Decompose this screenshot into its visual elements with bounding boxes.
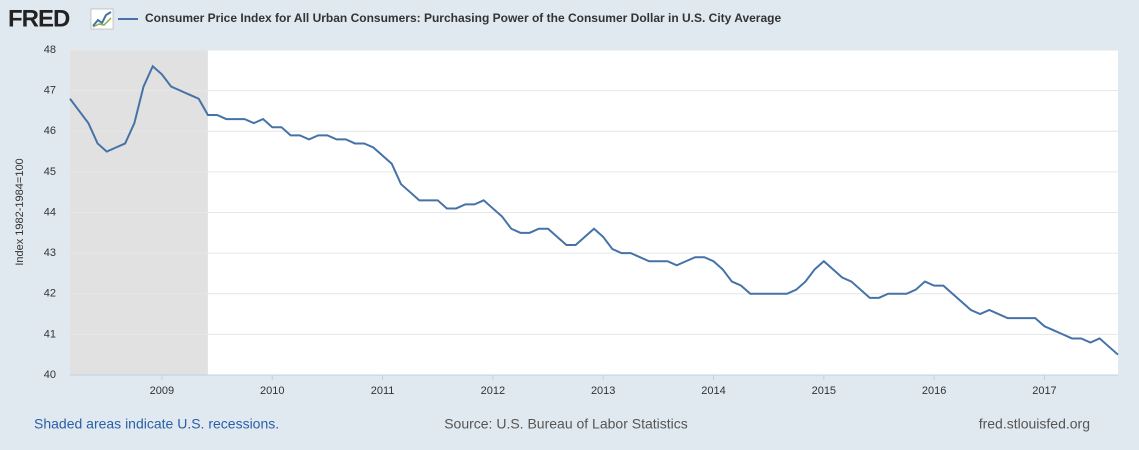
x-tick-label: 2010	[260, 385, 284, 397]
x-tick-label: 2011	[371, 385, 395, 397]
logo: FRED	[8, 5, 70, 32]
y-tick-label: 44	[44, 206, 56, 218]
x-tick-label: 2009	[150, 385, 174, 397]
y-tick-label: 40	[44, 369, 56, 381]
data-line	[69, 64, 1119, 356]
y-tick-label: 47	[44, 85, 56, 97]
x-tick-label: 2016	[922, 385, 946, 397]
x-tick-label: 2013	[591, 385, 615, 397]
logo-icon	[90, 8, 114, 30]
site-url: fred.stlouisfed.org	[979, 416, 1090, 432]
source: Source: U.S. Bureau of Labor Statistics	[444, 416, 688, 432]
x-tick-label: 2015	[812, 385, 836, 397]
x-tick-label: 2012	[481, 385, 505, 397]
x-tick-label: 2017	[1032, 385, 1056, 397]
y-tick-label: 48	[44, 44, 56, 56]
y-tick-label: 41	[44, 328, 56, 340]
x-tick-label: 2014	[701, 385, 725, 397]
recession-note: Shaded areas indicate U.S. recessions.	[34, 416, 279, 432]
legend-label: Consumer Price Index for All Urban Consu…	[145, 11, 781, 25]
y-tick-label: 46	[44, 125, 56, 137]
y-tick-label: 42	[44, 288, 56, 300]
y-tick-label: 45	[44, 166, 56, 178]
y-axis-label: Index 1982-1984=100	[14, 158, 26, 265]
y-tick-label: 43	[44, 247, 56, 259]
